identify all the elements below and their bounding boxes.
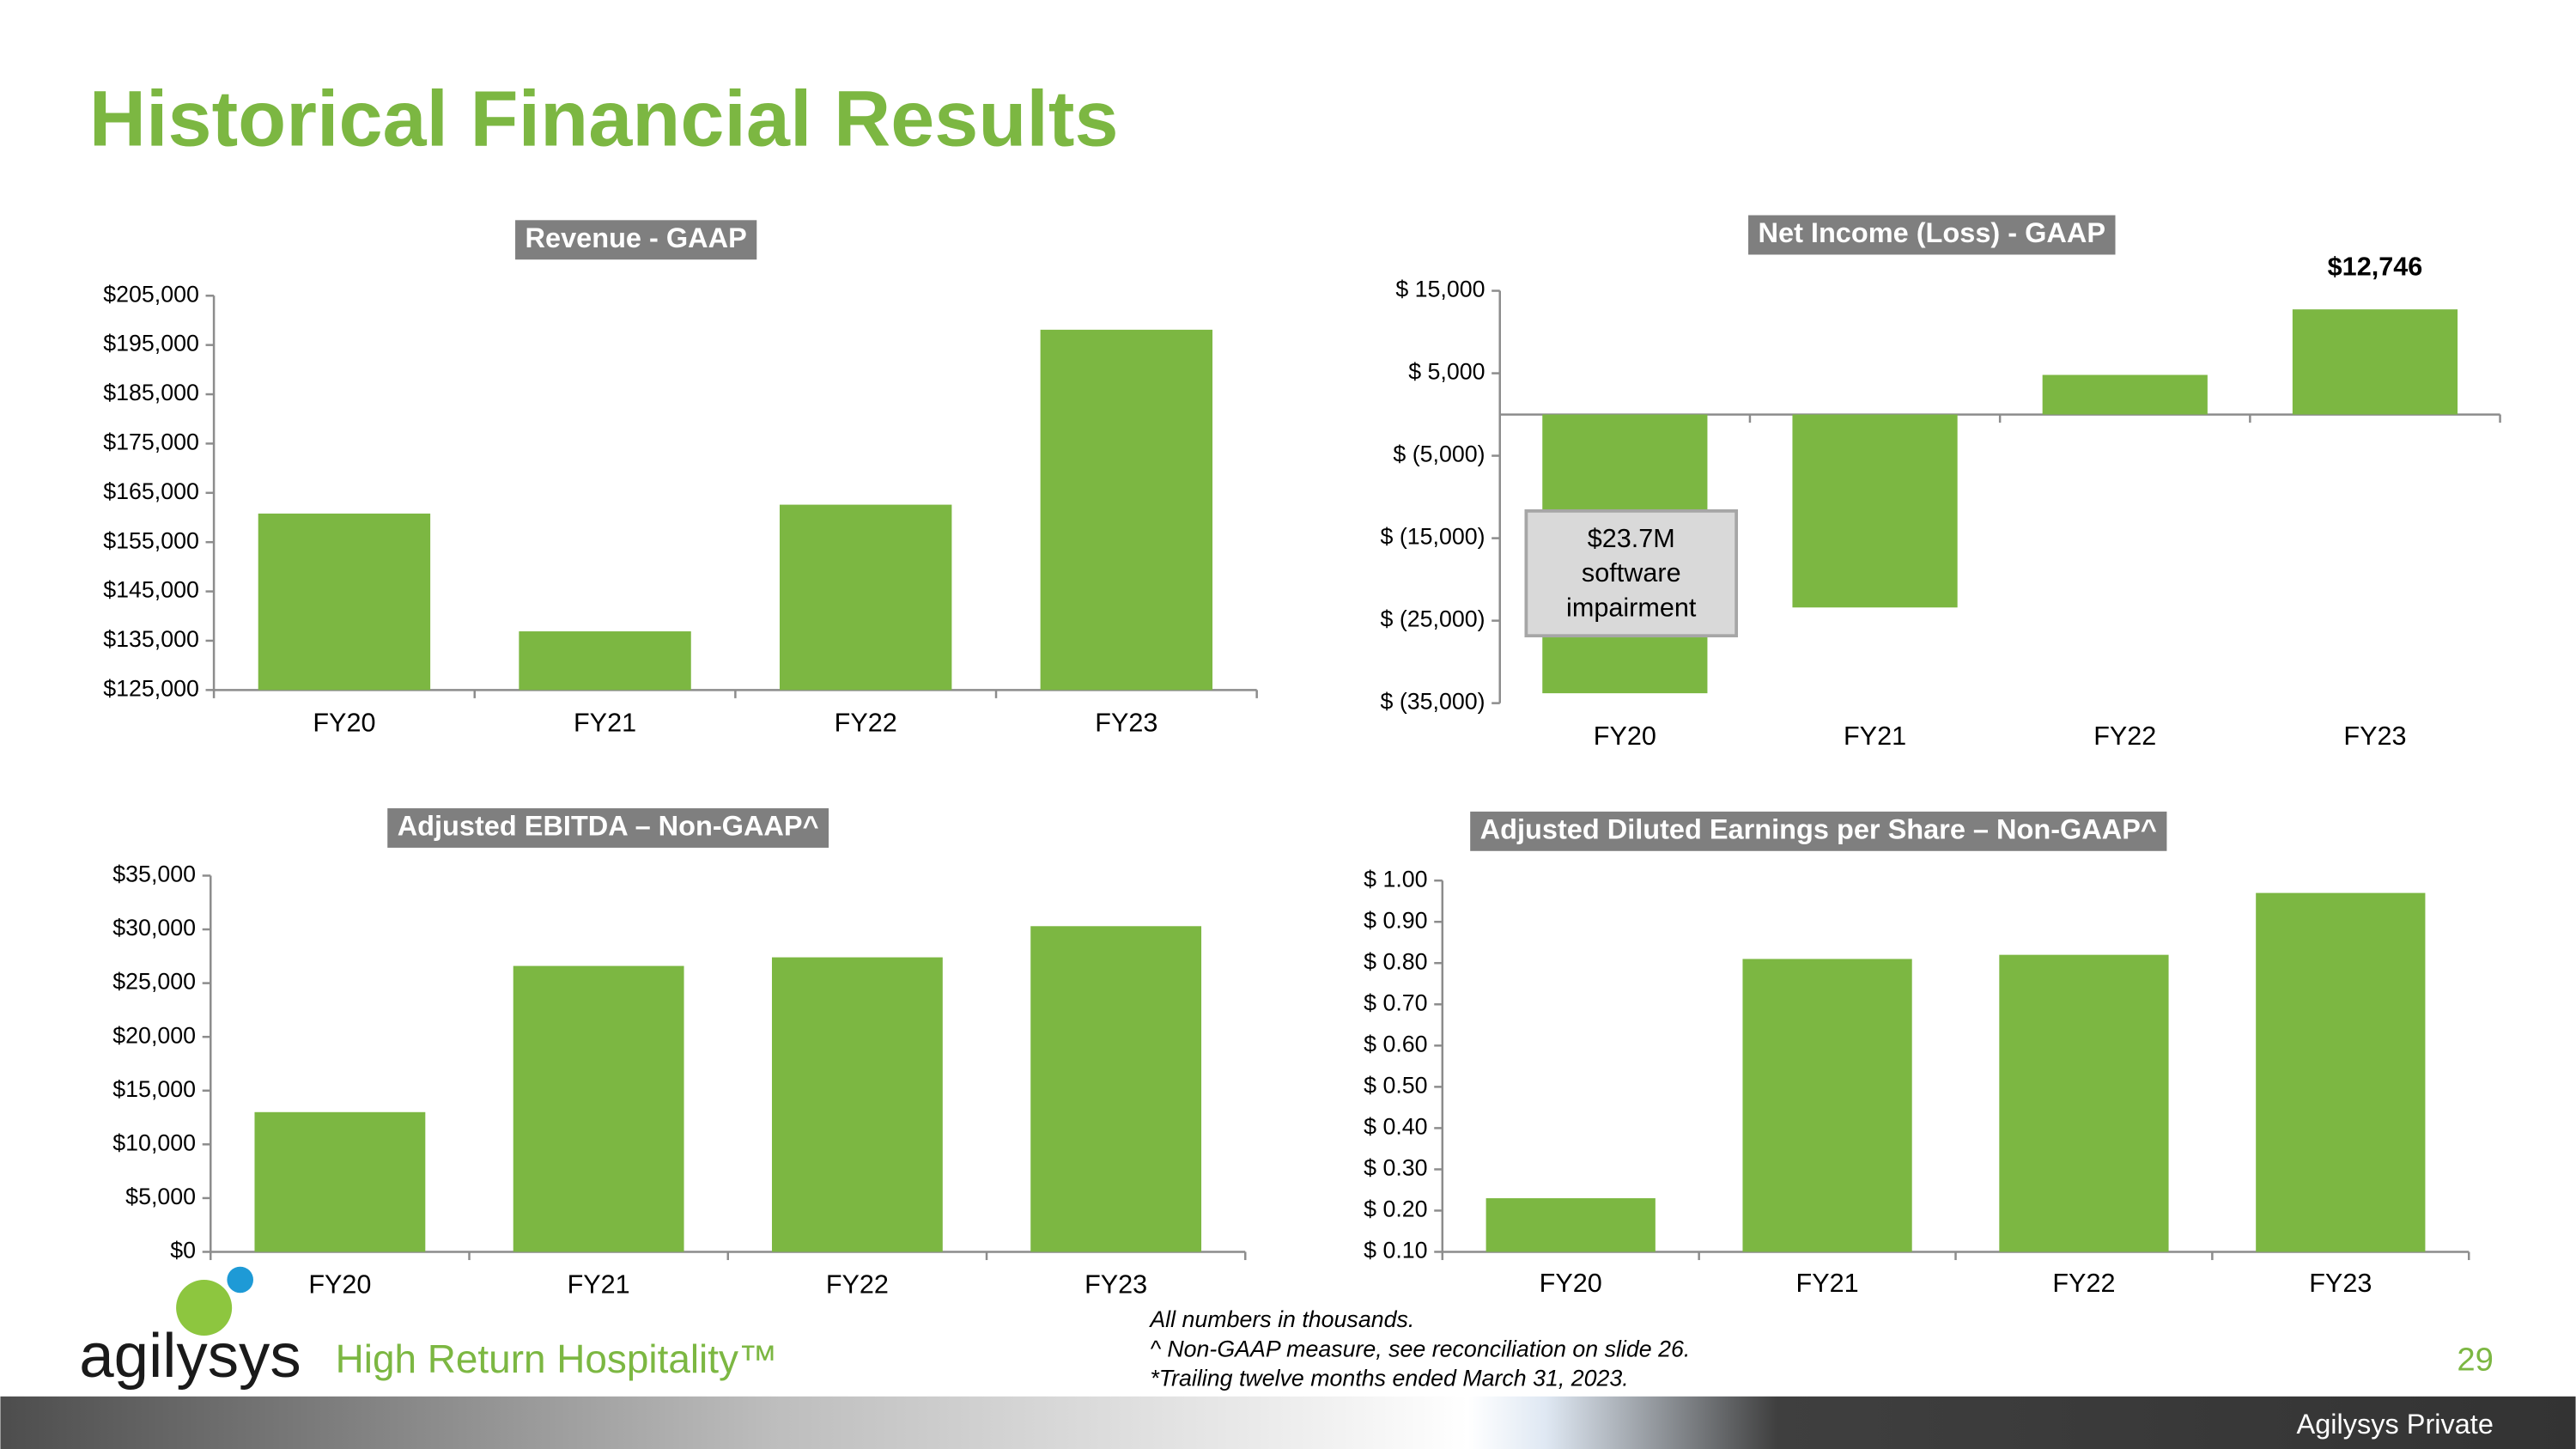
y-tick-label: $ 0.50: [1364, 1072, 1427, 1098]
y-tick-label: $35,000: [112, 861, 196, 887]
bar: [1040, 329, 1213, 691]
x-tick-label: FY20: [308, 1270, 371, 1300]
y-tick-label: $ 0.80: [1364, 948, 1427, 974]
y-tick-label: $5,000: [125, 1184, 196, 1209]
x-tick-label: FY21: [1796, 1269, 1859, 1298]
y-tick-label: $10,000: [112, 1129, 196, 1155]
y-tick-label: $165,000: [103, 478, 199, 504]
y-tick-label: $20,000: [112, 1022, 196, 1048]
bar: [771, 957, 943, 1252]
x-tick-label: FY20: [313, 709, 375, 738]
y-tick-label: $155,000: [103, 527, 199, 553]
chart-title: Net Income (Loss) - GAAP: [1759, 217, 2105, 248]
value-label: $12,746: [2328, 252, 2423, 281]
bar: [1030, 926, 1202, 1252]
chart-title-box: [1470, 811, 2167, 851]
y-tick-label: $ 1.00: [1364, 866, 1427, 892]
chart-title-box: [515, 220, 757, 260]
y-tick-label: $ 0.90: [1364, 907, 1427, 933]
y-tick-label: $ 0.30: [1364, 1154, 1427, 1180]
chart-title: Adjusted Diluted Earnings per Share – No…: [1480, 813, 2157, 844]
x-tick-label: FY20: [1594, 721, 1656, 751]
x-tick-label: FY23: [2309, 1269, 2372, 1298]
logo-brand: agilysys: [79, 1321, 301, 1391]
footer-label: Agilysys Private: [2297, 1409, 2494, 1440]
y-tick-label: $175,000: [103, 429, 199, 455]
annotation: $23.7M software impairment: [1524, 508, 1739, 638]
x-tick-label: FY22: [835, 709, 897, 738]
chart-title: Adjusted EBITDA – Non-GAAP^: [398, 811, 819, 842]
note: All numbers in thousands.: [1148, 1306, 1414, 1332]
bar: [1485, 1198, 1656, 1252]
y-tick-label: $ 0.20: [1364, 1196, 1427, 1222]
bar: [254, 1111, 426, 1252]
bar: [2256, 892, 2426, 1252]
y-tick-label: $205,000: [103, 281, 199, 307]
bar: [1999, 954, 2169, 1252]
page-number: 29: [2457, 1342, 2494, 1379]
y-tick-label: $125,000: [103, 675, 199, 701]
y-tick-label: $ (5,000): [1393, 441, 1485, 467]
bar: [1742, 959, 1912, 1252]
bar: [2042, 374, 2208, 415]
y-tick-label: $ 15,000: [1395, 277, 1485, 302]
bar: [513, 965, 684, 1252]
annotation-text: $23.7M software impairment: [1524, 508, 1739, 638]
chart-title: Revenue - GAAP: [526, 222, 747, 253]
x-tick-label: FY22: [2052, 1269, 2115, 1298]
y-tick-label: $ 0.70: [1364, 989, 1427, 1015]
bar: [258, 513, 431, 691]
x-tick-label: FY23: [1084, 1270, 1147, 1300]
y-tick-label: $25,000: [112, 969, 196, 995]
y-tick-label: $ (35,000): [1381, 689, 1485, 715]
logo-dot: [227, 1266, 253, 1294]
logo-circle: [176, 1279, 233, 1336]
chart-title-box: [387, 808, 829, 848]
x-tick-label: FY21: [574, 709, 636, 738]
y-tick-label: $ 0.60: [1364, 1031, 1427, 1056]
y-tick-label: $185,000: [103, 380, 199, 405]
x-tick-label: FY21: [568, 1270, 630, 1300]
y-tick-label: $135,000: [103, 626, 199, 652]
x-tick-label: FY23: [2343, 721, 2406, 751]
y-tick-label: $ 0.40: [1364, 1113, 1427, 1139]
y-tick-label: $195,000: [103, 331, 199, 356]
y-tick-label: $ 0.10: [1364, 1238, 1427, 1263]
footer-bar: [0, 1396, 2576, 1449]
x-tick-label: FY22: [2093, 721, 2156, 751]
charts: Revenue - GAAP $125,000 $135,000 $145,000 $1…: [103, 215, 2501, 1300]
y-tick-label: $145,000: [103, 577, 199, 603]
chart-title-box: [1748, 215, 2116, 255]
note: ^ Non-GAAP measure, see reconciliation o…: [1150, 1336, 1690, 1361]
bar: [1792, 414, 1958, 608]
x-tick-label: FY20: [1540, 1269, 1602, 1298]
logo-tagline: High Return Hospitality™: [336, 1336, 778, 1381]
bar: [779, 504, 952, 691]
y-tick-label: $ (15,000): [1381, 524, 1485, 550]
bar: [519, 631, 691, 691]
note: *Trailing twelve months ended March 31, …: [1150, 1366, 1628, 1391]
y-tick-label: $0: [170, 1238, 196, 1263]
y-tick-label: $ (25,000): [1381, 606, 1485, 632]
bar: [2292, 309, 2458, 415]
y-tick-label: $ 5,000: [1408, 359, 1485, 385]
x-tick-label: FY21: [1844, 721, 1906, 751]
x-tick-label: FY22: [826, 1270, 889, 1300]
x-tick-label: FY23: [1095, 709, 1157, 738]
y-tick-label: $30,000: [112, 915, 196, 941]
y-tick-label: $15,000: [112, 1076, 196, 1102]
slide-title: Historical Financial Results: [89, 76, 1119, 163]
